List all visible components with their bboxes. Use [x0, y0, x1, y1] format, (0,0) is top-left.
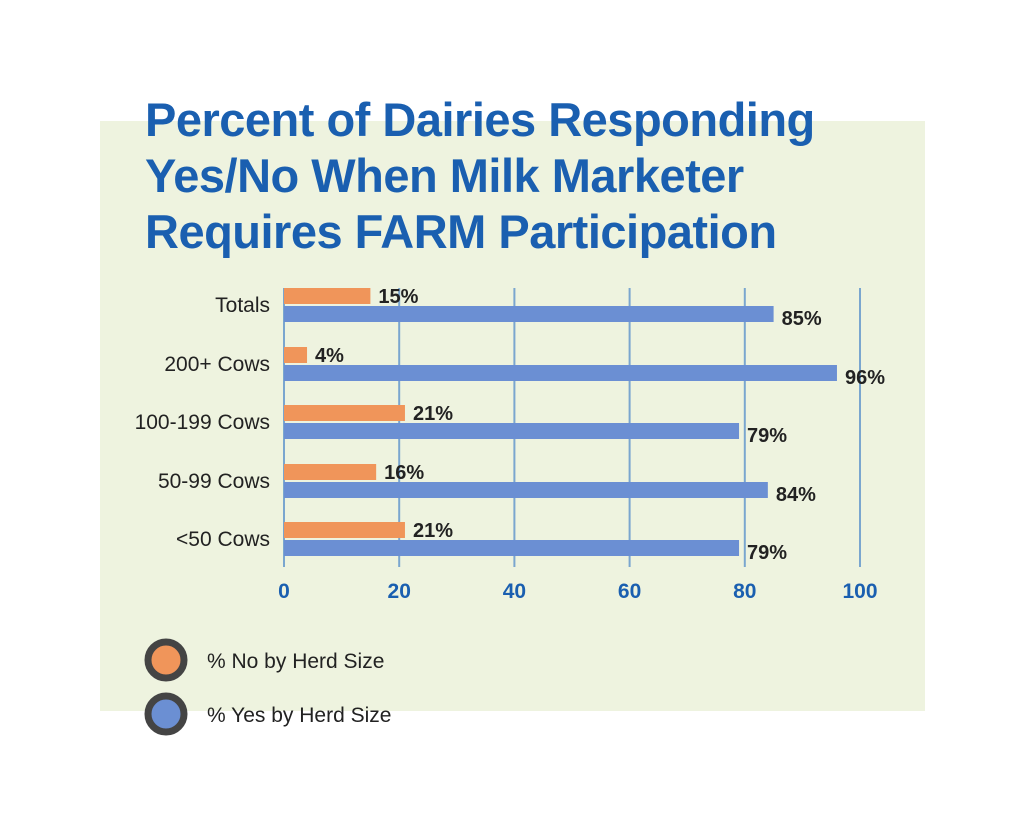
no-value-label-1: 4% [315, 345, 344, 367]
yes-value-label-2: 79% [747, 425, 787, 447]
no-value-label-3: 16% [384, 462, 424, 484]
yes-bar-4 [284, 540, 740, 556]
category-label-0: Totals [215, 294, 270, 317]
no-value-label-4: 21% [413, 520, 453, 542]
x-tick-label-60: 60 [618, 580, 641, 603]
yes-value-label-4: 79% [747, 542, 787, 564]
x-tick-label-0: 0 [278, 580, 290, 603]
chart-background-panel [100, 121, 925, 711]
yes-value-label-3: 84% [776, 484, 816, 506]
category-label-3: 50-99 Cows [158, 470, 270, 493]
yes-bar-3 [284, 482, 768, 498]
yes-value-label-1: 96% [845, 367, 885, 389]
legend-swatch-yes [144, 692, 188, 736]
x-tick-label-80: 80 [733, 580, 756, 603]
no-bar-3 [284, 464, 377, 480]
x-tick-label-40: 40 [503, 580, 526, 603]
x-tick-label-100: 100 [842, 580, 877, 603]
legend-label-no: % No by Herd Size [207, 650, 384, 673]
category-label-1: 200+ Cows [164, 353, 270, 376]
legend-swatch-no [144, 638, 188, 682]
no-bar-2 [284, 405, 405, 421]
chart-title-line-2: Yes/No When Milk Marketer [145, 149, 744, 202]
yes-bar-1 [284, 365, 837, 381]
x-tick-label-20: 20 [388, 580, 411, 603]
no-bar-0 [284, 288, 371, 304]
no-value-label-2: 21% [413, 403, 453, 425]
category-label-2: 100-199 Cows [135, 411, 270, 434]
category-label-4: <50 Cows [176, 528, 270, 551]
chart-title: Percent of Dairies Responding Yes/No Whe… [145, 92, 815, 260]
chart-title-line-3: Requires FARM Participation [145, 205, 777, 258]
yes-bar-2 [284, 423, 740, 439]
yes-value-label-0: 85% [782, 308, 822, 330]
chart-title-line-1: Percent of Dairies Responding [145, 93, 815, 146]
legend-label-yes: % Yes by Herd Size [207, 704, 391, 727]
no-bar-4 [284, 522, 405, 538]
yes-bar-0 [284, 306, 774, 322]
no-value-label-0: 15% [378, 286, 418, 308]
no-bar-1 [284, 347, 308, 363]
